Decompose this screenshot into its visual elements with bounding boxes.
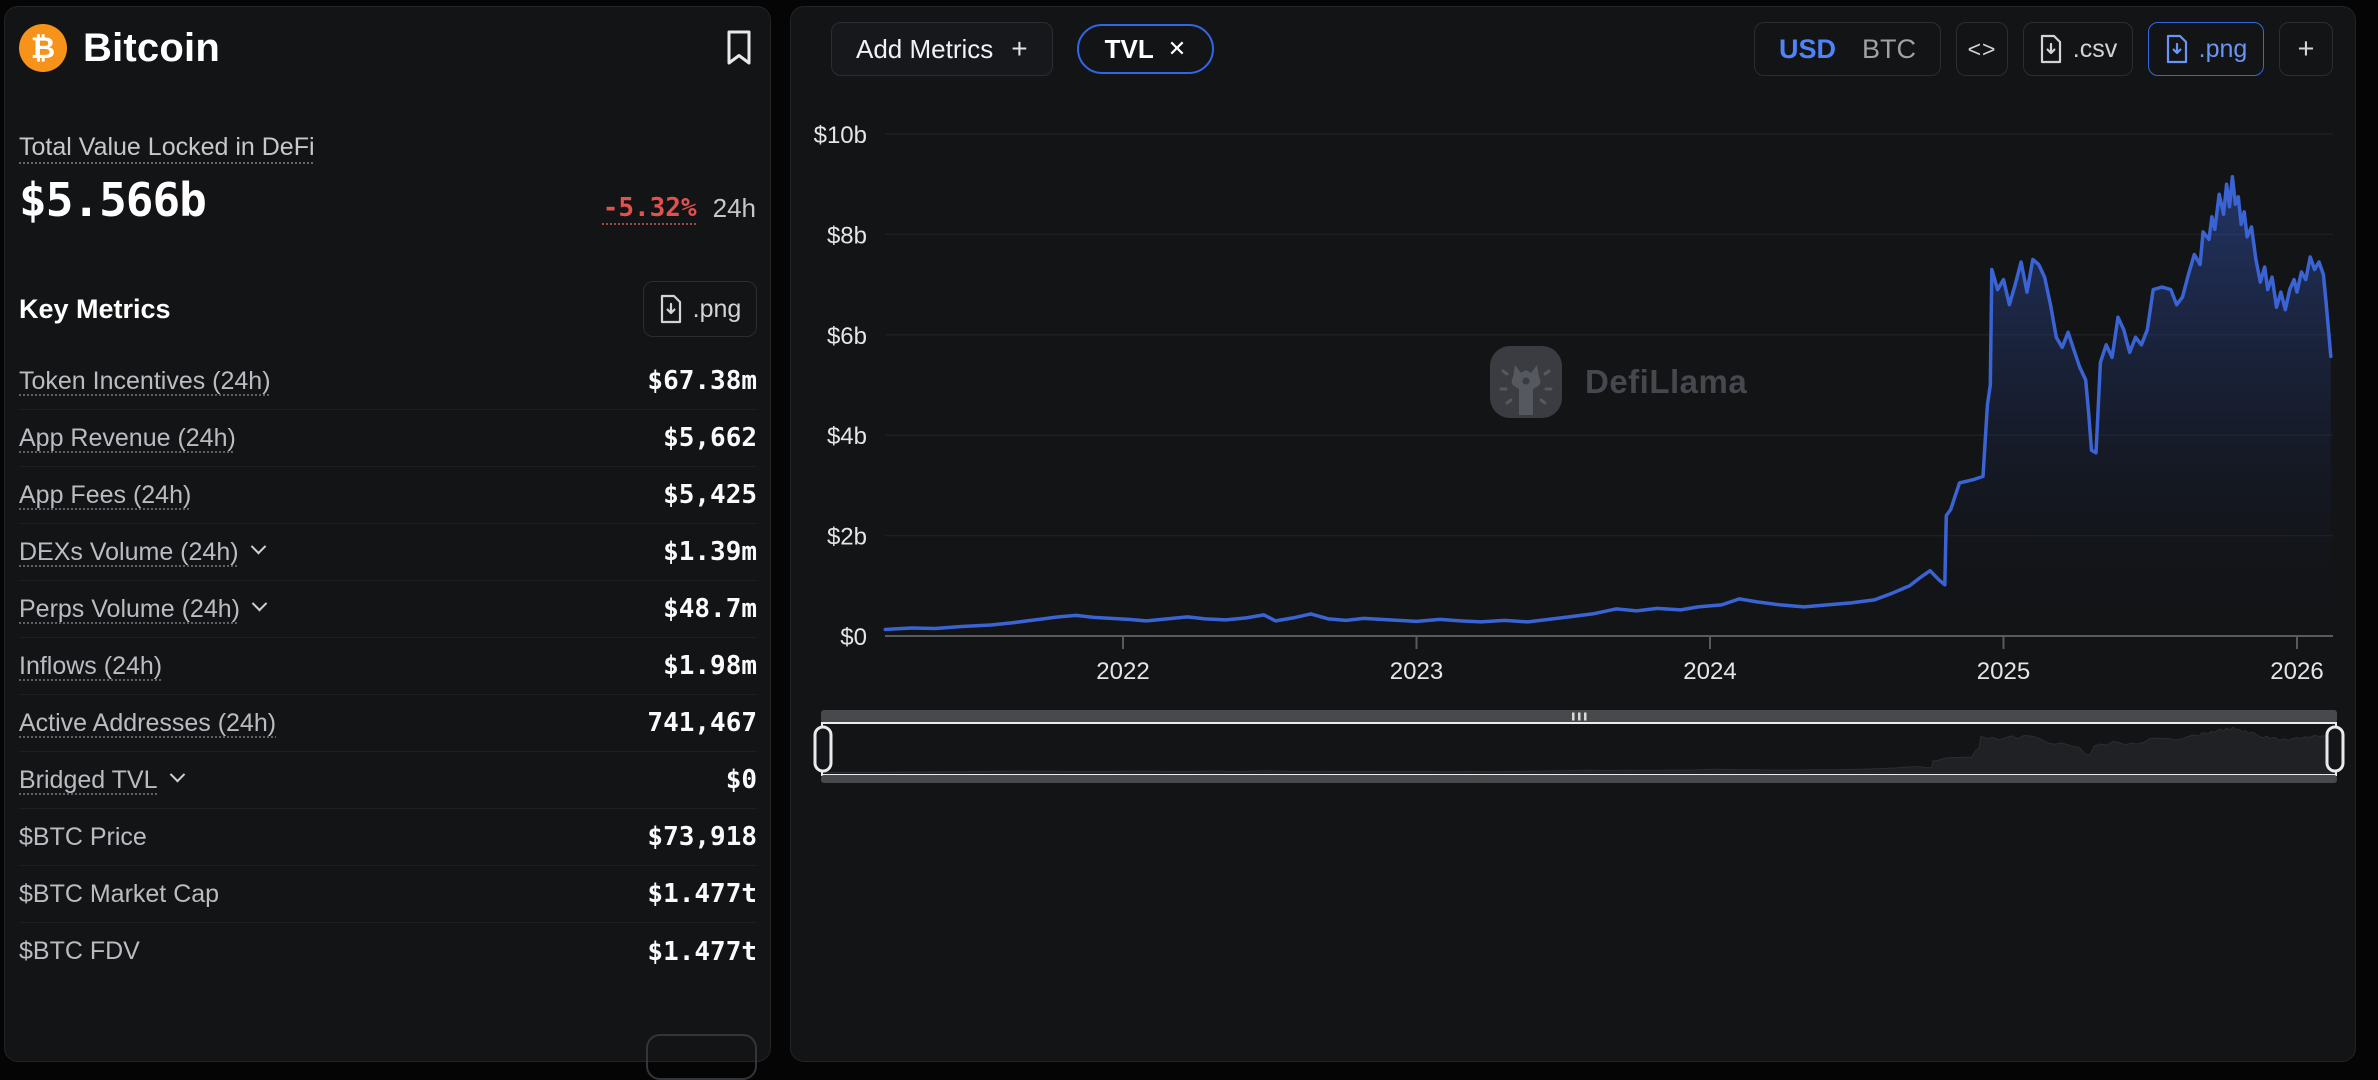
- file-download-icon: [2040, 34, 2061, 64]
- page-title: Bitcoin: [83, 25, 220, 70]
- close-icon[interactable]: ✕: [1167, 36, 1187, 61]
- currency-usd-option[interactable]: USD: [1778, 33, 1836, 64]
- metric-label[interactable]: Inflows (24h): [19, 651, 163, 680]
- metric-chip-tvl[interactable]: TVL ✕: [1076, 24, 1215, 74]
- code-brackets-icon: <>: [1967, 35, 1997, 62]
- metric-value: $67.38m: [647, 366, 757, 396]
- metric-label[interactable]: App Revenue (24h): [19, 423, 236, 452]
- y-axis-tick-label: $6b: [827, 323, 867, 350]
- chevron-down-icon[interactable]: [250, 538, 266, 554]
- metric-value: $5,425: [663, 480, 757, 510]
- metric-label: $BTC Price: [19, 822, 147, 851]
- table-row[interactable]: Token Incentives (24h) $67.38m: [19, 353, 757, 410]
- table-row[interactable]: DEXs Volume (24h) $1.39m: [19, 524, 757, 581]
- add-metrics-label: Add Metrics: [856, 33, 994, 64]
- metric-label[interactable]: Active Addresses (24h): [19, 708, 277, 737]
- tvl-chart[interactable]: $0 $2b $4b $6b $8b $10b 2022 2023 2024 2025 2026: [791, 7, 2357, 1063]
- tvl-row: $5.566b -5.32% 24h: [19, 170, 756, 226]
- png-button-label: .png: [2198, 34, 2248, 63]
- metric-chip-label: TVL: [1104, 33, 1154, 64]
- download-png-button[interactable]: .png: [2148, 22, 2264, 76]
- zoom-slider-grip-icon: [1584, 712, 1587, 721]
- metric-value: $1.477t: [647, 879, 757, 909]
- chart-actions: USD BTC <> .csv .png +: [1753, 22, 2333, 76]
- table-row[interactable]: Bridged TVL $0: [19, 752, 757, 809]
- metric-label: $BTC FDV: [19, 937, 140, 965]
- plus-icon: +: [2297, 32, 2315, 65]
- metric-value: $1.477t: [647, 936, 757, 967]
- table-row[interactable]: $BTC FDV $1.477t: [19, 923, 757, 980]
- currency-toggle[interactable]: USD BTC: [1753, 22, 1941, 76]
- embed-code-button[interactable]: <>: [1956, 22, 2008, 76]
- file-download-icon: [2166, 34, 2187, 64]
- tvl-area-fill: [885, 176, 2331, 636]
- zoom-slider-bottom-bar[interactable]: [821, 775, 2337, 783]
- table-row[interactable]: $BTC Price $73,918: [19, 809, 757, 866]
- y-axis-tick-label: $4b: [827, 423, 867, 450]
- tvl-change-badge[interactable]: -5.32%: [602, 193, 697, 223]
- tvl-value: $5.566b: [19, 173, 207, 227]
- table-row[interactable]: App Revenue (24h) $5,662: [19, 410, 757, 467]
- table-row[interactable]: App Fees (24h) $5,425: [19, 467, 757, 524]
- metric-label: $BTC Market Cap: [19, 879, 220, 908]
- metric-value: $1.98m: [663, 651, 757, 681]
- metric-label[interactable]: App Fees (24h): [19, 480, 192, 509]
- zoom-handle-left[interactable]: [813, 725, 833, 773]
- partially-visible-button[interactable]: [646, 1034, 757, 1080]
- plus-icon: +: [1011, 33, 1028, 64]
- x-axis-tick-label: 2025: [1977, 658, 2030, 685]
- metric-value: $0: [725, 765, 757, 795]
- add-metrics-button[interactable]: Add Metrics +: [831, 22, 1053, 76]
- y-axis-tick-label: $2b: [827, 524, 867, 551]
- metric-label[interactable]: Token Incentives (24h): [19, 366, 271, 395]
- table-row[interactable]: Perps Volume (24h) $48.7m: [19, 581, 757, 638]
- file-download-icon: [660, 294, 681, 324]
- x-axis-tick-label: 2026: [2270, 658, 2323, 685]
- metric-label[interactable]: Bridged TVL: [19, 765, 158, 794]
- key-metrics-header: Key Metrics .png: [19, 279, 757, 339]
- x-axis-tick-label: 2023: [1390, 658, 1443, 685]
- chart-panel: Add Metrics + TVL ✕ USD BTC <> .csv: [790, 6, 2356, 1062]
- key-metrics-table: Token Incentives (24h) $67.38m App Reven…: [19, 353, 757, 980]
- png-button-label: .png: [692, 294, 742, 323]
- table-row[interactable]: $BTC Market Cap $1.477t: [19, 866, 757, 923]
- key-metrics-title: Key Metrics: [19, 293, 171, 324]
- zoom-slider-grip-icon: [1578, 712, 1581, 721]
- key-metrics-download-png-button[interactable]: .png: [643, 281, 757, 337]
- chevron-down-icon[interactable]: [169, 766, 185, 782]
- metric-value: $48.7m: [663, 594, 757, 624]
- metric-label[interactable]: Perps Volume (24h): [19, 594, 240, 623]
- currency-btc-option[interactable]: BTC: [1862, 33, 1916, 64]
- table-row[interactable]: Inflows (24h) $1.98m: [19, 638, 757, 695]
- y-axis-tick-label: $8b: [827, 222, 867, 249]
- x-axis-tick-label: 2024: [1683, 658, 1736, 685]
- table-row[interactable]: Active Addresses (24h) 741,467: [19, 695, 757, 752]
- csv-button-label: .csv: [2072, 34, 2118, 63]
- download-csv-button[interactable]: .csv: [2023, 22, 2133, 76]
- x-axis-tick-label: 2022: [1096, 658, 1149, 685]
- token-header: ₿ Bitcoin: [19, 22, 756, 74]
- bitcoin-logo-icon: ₿: [19, 24, 67, 72]
- y-axis-tick-label: $10b: [814, 122, 867, 149]
- tvl-line-series: [883, 174, 2333, 632]
- y-axis-tick-label: $0: [840, 624, 867, 651]
- chart-toolbar: Add Metrics + TVL ✕ USD BTC <> .csv: [831, 22, 2333, 76]
- expand-button[interactable]: +: [2279, 22, 2333, 76]
- zoom-handle-right[interactable]: [2325, 725, 2345, 773]
- metric-value: 741,467: [647, 708, 757, 738]
- bookmark-icon[interactable]: [722, 28, 756, 68]
- tvl-label[interactable]: Total Value Locked in DeFi: [19, 133, 315, 161]
- tvl-change-period: 24h: [712, 193, 756, 223]
- token-summary-panel: ₿ Bitcoin Total Value Locked in DeFi $5.…: [4, 6, 771, 1080]
- zoom-slider-data-shadow: [820, 726, 2337, 774]
- metric-value: $73,918: [647, 822, 757, 852]
- metric-value: $1.39m: [663, 537, 757, 567]
- metric-label[interactable]: DEXs Volume (24h): [19, 537, 239, 566]
- zoom-slider-grip-icon: [1572, 712, 1575, 721]
- metric-value: $5,662: [663, 423, 757, 453]
- chevron-down-icon[interactable]: [251, 595, 268, 611]
